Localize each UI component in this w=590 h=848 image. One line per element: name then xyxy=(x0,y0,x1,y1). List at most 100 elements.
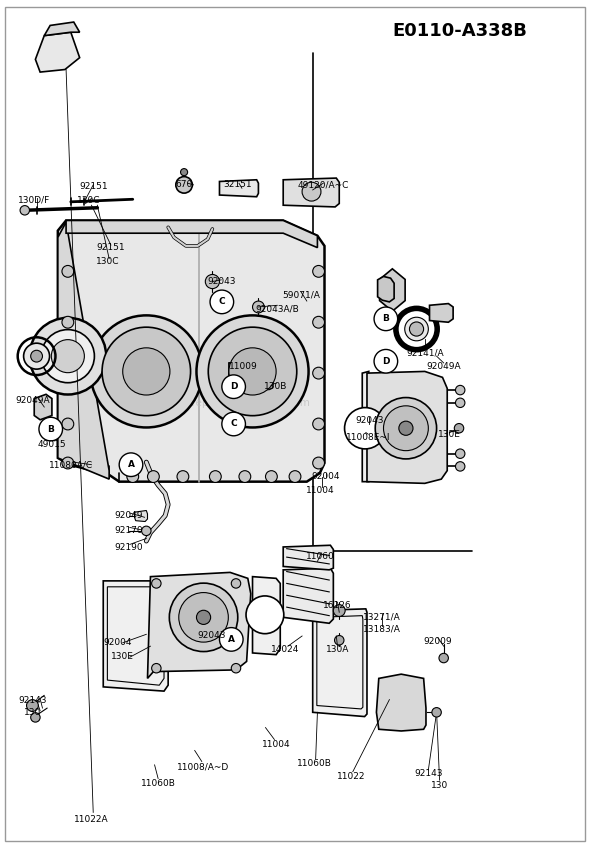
Text: A: A xyxy=(127,460,135,469)
Circle shape xyxy=(152,663,161,673)
Text: 92151: 92151 xyxy=(79,182,107,191)
Circle shape xyxy=(209,471,221,483)
Text: A: A xyxy=(228,635,235,644)
Text: 92004: 92004 xyxy=(104,639,132,647)
Polygon shape xyxy=(44,22,80,36)
Text: 11022A: 11022A xyxy=(74,815,109,823)
Circle shape xyxy=(31,350,42,362)
Text: 130: 130 xyxy=(24,708,41,717)
Polygon shape xyxy=(379,269,405,311)
Text: 59071/A: 59071/A xyxy=(282,291,320,299)
Circle shape xyxy=(27,700,38,711)
Text: 11004: 11004 xyxy=(262,740,290,749)
Circle shape xyxy=(313,418,324,430)
Circle shape xyxy=(222,412,245,436)
Circle shape xyxy=(62,265,74,277)
Polygon shape xyxy=(229,361,251,377)
Circle shape xyxy=(374,307,398,331)
Text: 49120/A~C: 49120/A~C xyxy=(297,181,349,189)
Circle shape xyxy=(345,408,386,449)
Circle shape xyxy=(289,471,301,483)
Text: 92143: 92143 xyxy=(414,769,442,778)
Polygon shape xyxy=(283,568,333,623)
Circle shape xyxy=(409,322,424,336)
Text: 92004: 92004 xyxy=(312,472,340,481)
Text: 92141/A: 92141/A xyxy=(406,349,444,357)
Circle shape xyxy=(62,316,74,328)
Circle shape xyxy=(455,461,465,471)
Circle shape xyxy=(222,375,245,399)
Polygon shape xyxy=(253,577,280,655)
Text: 13271/A: 13271/A xyxy=(363,613,401,622)
Circle shape xyxy=(90,315,202,427)
Text: 92190: 92190 xyxy=(114,544,143,552)
Circle shape xyxy=(39,417,63,441)
Circle shape xyxy=(313,457,324,469)
Circle shape xyxy=(454,423,464,433)
Text: 49015: 49015 xyxy=(38,440,66,449)
Circle shape xyxy=(231,663,241,673)
Text: 130E: 130E xyxy=(438,430,461,438)
Circle shape xyxy=(313,265,324,277)
Circle shape xyxy=(181,169,188,176)
Text: 11008/A~D: 11008/A~D xyxy=(178,763,230,772)
Circle shape xyxy=(253,301,264,313)
Text: 11060B: 11060B xyxy=(140,779,176,788)
Circle shape xyxy=(119,453,143,477)
Circle shape xyxy=(62,418,74,430)
Circle shape xyxy=(62,367,74,379)
Text: 92170: 92170 xyxy=(114,527,143,535)
Polygon shape xyxy=(219,180,258,197)
Circle shape xyxy=(374,349,398,373)
Circle shape xyxy=(432,707,441,717)
Polygon shape xyxy=(35,32,80,72)
Circle shape xyxy=(335,635,344,645)
Text: 92043: 92043 xyxy=(207,277,235,286)
Text: 92143: 92143 xyxy=(18,696,47,705)
Text: 92151: 92151 xyxy=(97,243,125,252)
Circle shape xyxy=(333,605,345,616)
Text: E0110-A338B: E0110-A338B xyxy=(393,22,527,40)
Circle shape xyxy=(239,471,251,483)
Text: 11004: 11004 xyxy=(306,486,335,494)
Text: 92043A/B: 92043A/B xyxy=(255,304,299,313)
Polygon shape xyxy=(66,220,317,248)
Circle shape xyxy=(205,275,219,288)
Text: 130C: 130C xyxy=(96,257,119,265)
Circle shape xyxy=(455,385,465,395)
Circle shape xyxy=(20,205,30,215)
Polygon shape xyxy=(34,394,52,420)
Text: C: C xyxy=(230,420,237,428)
Polygon shape xyxy=(58,220,325,482)
Text: 11009: 11009 xyxy=(229,362,257,371)
Text: 130D/F: 130D/F xyxy=(18,196,50,204)
Text: B: B xyxy=(47,425,54,433)
Text: 670: 670 xyxy=(175,181,193,189)
Text: 92049A: 92049A xyxy=(427,362,461,371)
Circle shape xyxy=(196,315,309,427)
Circle shape xyxy=(455,398,465,408)
Circle shape xyxy=(455,449,465,459)
Circle shape xyxy=(210,290,234,314)
Circle shape xyxy=(384,406,428,450)
Text: C: C xyxy=(218,298,225,306)
Circle shape xyxy=(264,380,273,390)
Circle shape xyxy=(41,330,94,382)
Circle shape xyxy=(313,367,324,379)
Circle shape xyxy=(31,712,40,722)
Polygon shape xyxy=(58,222,109,479)
Circle shape xyxy=(399,421,413,435)
Text: 92043: 92043 xyxy=(197,632,225,640)
Text: 92049A: 92049A xyxy=(15,396,50,404)
Circle shape xyxy=(152,578,161,589)
Circle shape xyxy=(102,327,191,416)
Circle shape xyxy=(176,176,192,193)
Circle shape xyxy=(439,653,448,663)
Text: 13183/A: 13183/A xyxy=(363,625,401,633)
Circle shape xyxy=(405,317,428,341)
Circle shape xyxy=(208,327,297,416)
Circle shape xyxy=(51,340,84,372)
Circle shape xyxy=(313,316,324,328)
Circle shape xyxy=(30,318,106,394)
Polygon shape xyxy=(367,371,447,483)
